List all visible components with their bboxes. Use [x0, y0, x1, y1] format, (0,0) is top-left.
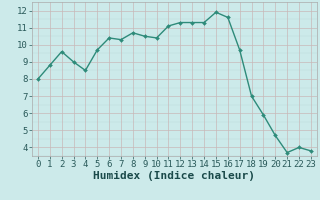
X-axis label: Humidex (Indice chaleur): Humidex (Indice chaleur) — [93, 171, 255, 181]
